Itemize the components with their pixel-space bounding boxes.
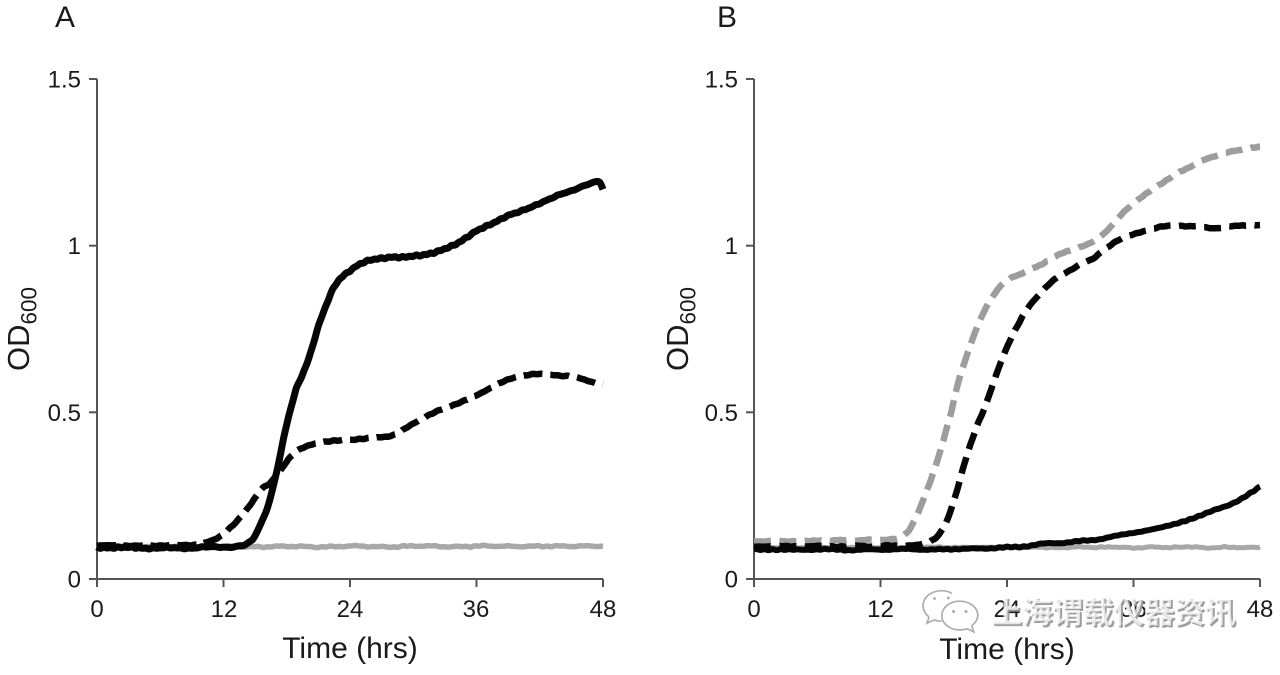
svg-text:Time (hrs): Time (hrs): [939, 633, 1075, 666]
svg-text:36: 36: [463, 596, 490, 623]
svg-text:1: 1: [68, 233, 81, 260]
svg-text:48: 48: [590, 596, 617, 623]
svg-text:1.5: 1.5: [705, 67, 738, 94]
svg-text:OD600: OD600: [1, 287, 42, 371]
svg-text:0: 0: [90, 596, 103, 623]
svg-text:Time (hrs): Time (hrs): [282, 632, 418, 665]
svg-text:A: A: [55, 1, 75, 34]
svg-text:0.5: 0.5: [705, 400, 738, 427]
svg-text:1.5: 1.5: [48, 67, 81, 94]
svg-text:0: 0: [747, 596, 760, 623]
svg-text:B: B: [717, 1, 737, 34]
svg-text:1: 1: [725, 233, 738, 260]
svg-text:0: 0: [68, 567, 81, 594]
svg-text:12: 12: [867, 596, 894, 623]
svg-text:48: 48: [1247, 596, 1274, 623]
svg-text:0.5: 0.5: [48, 400, 81, 427]
svg-text:0: 0: [725, 567, 738, 594]
svg-text:24: 24: [337, 596, 364, 623]
svg-text:12: 12: [211, 596, 238, 623]
